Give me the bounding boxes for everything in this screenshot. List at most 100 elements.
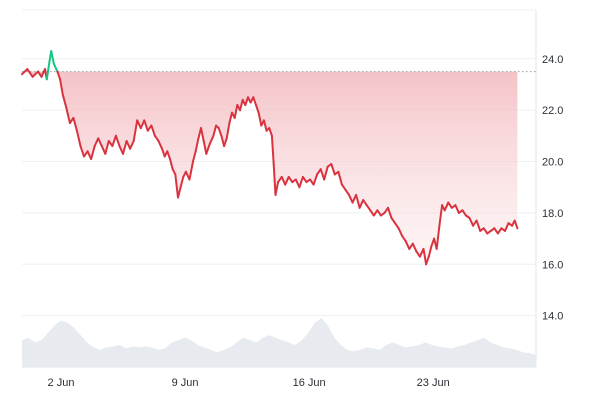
y-tick-label: 16.0 xyxy=(542,259,563,271)
price-segment-down xyxy=(268,127,273,137)
x-tick-label: 9 Jun xyxy=(172,377,199,389)
price-segment-down xyxy=(192,150,197,163)
price-segment-down xyxy=(358,199,365,209)
volume-area xyxy=(22,318,536,367)
price-segment-down xyxy=(394,222,400,230)
price-segment-down xyxy=(447,201,453,209)
price-segment-down xyxy=(59,78,64,96)
price-segment-up xyxy=(50,50,55,65)
price-segment-down xyxy=(284,175,290,186)
price-segment-down xyxy=(340,183,347,191)
price-segment-up xyxy=(45,60,51,81)
price-segment-down xyxy=(150,124,156,137)
price-segment-down xyxy=(31,70,39,78)
price-segment-down xyxy=(179,175,185,189)
price-segment-down xyxy=(404,240,411,250)
price-segment-down xyxy=(153,134,160,142)
price-segment-down xyxy=(387,206,393,219)
price-segment-down xyxy=(217,127,223,137)
price-segment-down xyxy=(122,140,128,155)
price-segment-down xyxy=(348,193,354,204)
x-tick-label: 2 Jun xyxy=(48,377,75,389)
price-segment-down xyxy=(312,173,319,186)
price-segment-down xyxy=(401,235,407,243)
price-segment-down xyxy=(223,137,228,148)
price-segment-down xyxy=(513,219,519,230)
price-segment-down xyxy=(435,224,441,250)
price-segment-down xyxy=(166,150,171,160)
volume-shape xyxy=(22,318,536,367)
price-segment-down xyxy=(212,124,218,137)
price-segment-down xyxy=(287,175,294,184)
price-segment-down xyxy=(376,209,382,217)
price-segment-down xyxy=(422,247,428,266)
price-segment-down xyxy=(427,245,433,258)
price-segment-down xyxy=(65,106,71,124)
price-segment-down xyxy=(143,119,149,132)
price-segment-down xyxy=(365,204,372,212)
price-segment-down xyxy=(111,134,117,148)
y-tick-label: 20.0 xyxy=(542,157,563,169)
price-segment-down xyxy=(157,140,163,150)
price-segment-down xyxy=(228,111,233,124)
y-tick-label: 22.0 xyxy=(542,105,563,117)
price-segment-down xyxy=(208,134,215,145)
price-segment-down xyxy=(496,227,503,235)
price-segment-down xyxy=(194,137,200,153)
price-segment-up xyxy=(52,62,59,73)
price-segment-down xyxy=(355,193,361,209)
price-segment-down xyxy=(239,98,244,112)
price-segment-down xyxy=(129,140,135,150)
price-segment-down xyxy=(438,204,444,227)
price-segment-down xyxy=(337,170,343,186)
price-segment-down xyxy=(104,140,110,155)
price-segment-down xyxy=(274,181,280,196)
x-tick-label: 16 Jun xyxy=(293,377,326,389)
price-segment-down xyxy=(72,116,78,132)
price-segment-down xyxy=(252,96,257,106)
price-segment-down xyxy=(475,219,482,232)
price-segment-down xyxy=(75,129,82,148)
price-segment-down xyxy=(205,142,211,155)
price-segment-down xyxy=(344,188,350,196)
price-segment-down xyxy=(169,158,174,171)
price-segment-down xyxy=(79,145,85,158)
price-segment-down xyxy=(461,209,467,217)
area-below-reference xyxy=(22,71,518,265)
price-segment-down xyxy=(298,175,304,189)
price-segment-down xyxy=(323,165,329,181)
price-segment-down xyxy=(225,122,231,140)
price-segment-down xyxy=(262,119,268,132)
price-segment-down xyxy=(397,227,404,237)
y-tick-label: 24.0 xyxy=(542,54,563,66)
price-area-fill xyxy=(22,71,518,265)
price-segment-down xyxy=(504,222,510,232)
price-line xyxy=(21,50,519,266)
price-segment-down xyxy=(188,160,194,181)
x-axis-ticks: 2 Jun 9 Jun 16 Jun 23 Jun xyxy=(48,377,450,389)
y-axis-ticks: 24.0 22.0 20.0 18.0 16.0 14.0 xyxy=(542,54,563,323)
price-segment-down xyxy=(114,134,121,148)
price-segment-down xyxy=(136,119,142,130)
price-segment-down xyxy=(56,70,62,81)
y-tick-label: 14.0 xyxy=(542,311,563,323)
price-segment-down xyxy=(425,255,430,266)
price-segment-down xyxy=(390,217,397,225)
price-segment-down xyxy=(272,163,277,196)
price-segment-down xyxy=(233,104,239,119)
price-segment-down xyxy=(177,186,182,199)
price-segment-down xyxy=(132,119,139,142)
price-segment-down xyxy=(93,137,100,148)
price-segment-down xyxy=(443,201,450,212)
price-segment-down xyxy=(200,127,205,142)
price-segment-down xyxy=(362,199,368,207)
price-segment-down xyxy=(26,68,34,78)
price-segment-down xyxy=(97,137,103,148)
price-segment-down xyxy=(202,140,208,155)
price-segment-down xyxy=(90,145,96,160)
price-segment-down xyxy=(21,68,29,76)
price-segment-down xyxy=(330,163,336,176)
price-segment-down xyxy=(454,204,460,214)
x-tick-label: 23 Jun xyxy=(417,377,450,389)
